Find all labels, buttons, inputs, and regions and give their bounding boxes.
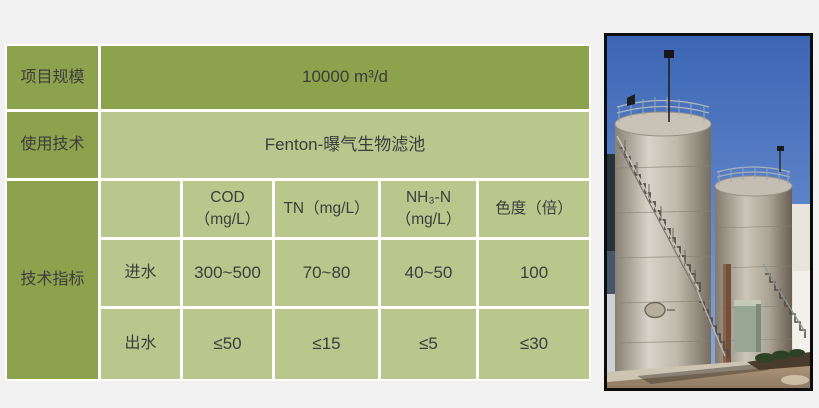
effluent-row-label: 出水 [101,309,180,379]
influent-row-label: 进水 [101,240,180,306]
row-label-project-scale: 项目规模 [7,46,98,109]
effluent-tn: ≤15 [275,309,378,379]
indicator-header-empty [101,181,180,237]
indicator-header-tn: TN（mg/L） [275,181,378,237]
project-scale-value: 10000 m³/d [101,46,589,109]
indicator-header-nh3n: NH₃-N （mg/L） [381,181,476,237]
influent-cod: 300~500 [183,240,272,306]
row-label-technology: 使用技术 [7,112,98,178]
indicator-header-cod: COD （mg/L） [183,181,272,237]
project-info-table: 项目规模 10000 m³/d 使用技术 Fenton-曝气生物滤池 技术指标 … [5,44,591,381]
header-cod-line1: COD [210,188,245,206]
effluent-chroma: ≤30 [479,309,589,379]
row-label-indicators: 技术指标 [7,181,98,379]
influent-tn: 70~80 [275,240,378,306]
indicator-header-chroma: 色度（倍） [479,181,589,237]
effluent-nh3n: ≤5 [381,309,476,379]
cabinet [734,300,761,352]
header-chroma-line1: 色度（倍） [495,199,573,217]
plant-photo-illustration [607,36,810,388]
technology-value: Fenton-曝气生物滤池 [101,112,589,178]
header-tn-line1: TN（mg/L） [283,199,370,217]
plant-photo [604,33,813,391]
left-tank [614,50,729,382]
influent-nh3n: 40~50 [381,240,476,306]
header-nh3n-line1: NH₃-N [405,188,452,206]
influent-chroma: 100 [479,240,589,306]
effluent-cod: ≤50 [183,309,272,379]
header-cod-line2: （mg/L） [194,211,261,228]
header-nh3n-line2: （mg/L） [395,211,462,228]
